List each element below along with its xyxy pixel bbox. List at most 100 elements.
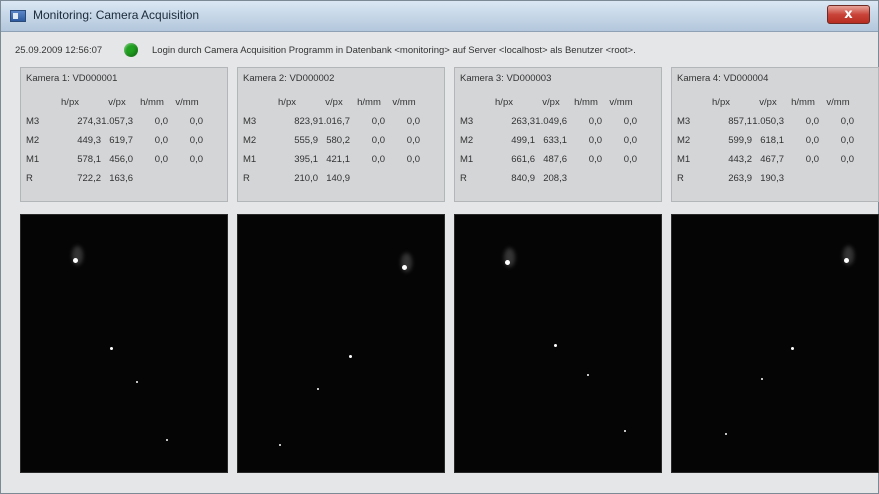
table-header-row: h/px v/px h/mm v/mm xyxy=(455,97,661,115)
table-cell: 0,0 xyxy=(623,154,637,165)
window-footer xyxy=(1,479,878,493)
row-label: R xyxy=(460,173,467,184)
close-button[interactable]: x xyxy=(827,5,870,24)
table-cell: 0,0 xyxy=(805,116,819,127)
table-cell: 0,0 xyxy=(588,116,602,127)
row-label: M2 xyxy=(460,135,474,146)
table-row: M3 823,9 1.016,7 0,0 0,0 xyxy=(238,116,444,134)
table-cell: 163,6 xyxy=(109,173,133,184)
table-row: M2 449,3 619,7 0,0 0,0 xyxy=(21,135,227,153)
marker-spot xyxy=(790,346,794,350)
marker-spot xyxy=(553,343,557,347)
table-row: M3 857,1 1.050,3 0,0 0,0 xyxy=(672,116,878,134)
row-label: M3 xyxy=(677,116,691,127)
connection-status-indicator xyxy=(124,43,138,57)
table-header-row: h/px v/px h/mm v/mm xyxy=(238,97,444,115)
row-label: M1 xyxy=(460,154,474,165)
table-cell: 633,1 xyxy=(543,135,567,146)
status-bar: 25.09.2009 12:56:07 Login durch Camera A… xyxy=(15,39,875,61)
marker-glow xyxy=(504,248,515,267)
table-cell: 0,0 xyxy=(154,116,168,127)
table-cell: 619,7 xyxy=(109,135,133,146)
marker-spot xyxy=(843,257,849,263)
marker-spot xyxy=(725,433,727,435)
column-header: h/mm xyxy=(574,97,598,108)
row-label: M3 xyxy=(243,116,257,127)
row-label: M2 xyxy=(243,135,257,146)
column-header: v/mm xyxy=(175,97,199,108)
table-cell: 0,0 xyxy=(154,135,168,146)
row-label: R xyxy=(243,173,250,184)
camera-1-table: Kamera 1: VD000001 h/px v/px h/mm v/mm M3 274,… xyxy=(20,67,228,202)
row-label: R xyxy=(26,173,33,184)
table-cell: 0,0 xyxy=(623,135,637,146)
table-cell: 0,0 xyxy=(588,154,602,165)
table-cell: 0,0 xyxy=(189,154,203,165)
camera-3-image xyxy=(454,214,662,473)
table-row: M1 395,1 421,1 0,0 0,0 xyxy=(238,154,444,172)
table-cell: 857,1 xyxy=(728,116,752,127)
table-cell: 0,0 xyxy=(840,154,854,165)
row-label: R xyxy=(677,173,684,184)
table-cell: 0,0 xyxy=(189,135,203,146)
table-cell: 580,2 xyxy=(326,135,350,146)
row-label: M1 xyxy=(677,154,691,165)
table-cell: 0,0 xyxy=(588,135,602,146)
table-cell: 487,6 xyxy=(543,154,567,165)
marker-glow xyxy=(72,246,83,265)
table-cell: 1.057,3 xyxy=(101,116,133,127)
marker-spot xyxy=(624,430,626,432)
table-cell: 190,3 xyxy=(760,173,784,184)
table-cell: 618,1 xyxy=(760,135,784,146)
table-cell: 456,0 xyxy=(109,154,133,165)
column-header: v/mm xyxy=(609,97,633,108)
table-cell: 1.050,3 xyxy=(752,116,784,127)
table-cell: 0,0 xyxy=(840,135,854,146)
table-cell: 1.049,6 xyxy=(535,116,567,127)
row-label: M1 xyxy=(243,154,257,165)
table-row: R 840,9 208,3 xyxy=(455,173,661,191)
column-header: h/mm xyxy=(140,97,164,108)
title-bar[interactable]: Monitoring: Camera Acquisition x xyxy=(1,1,878,32)
table-cell: 599,9 xyxy=(728,135,752,146)
row-label: M2 xyxy=(26,135,40,146)
marker-spot xyxy=(401,264,407,270)
marker-spot xyxy=(72,257,78,263)
table-cell: 0,0 xyxy=(406,116,420,127)
table-cell: 0,0 xyxy=(805,135,819,146)
marker-spot xyxy=(587,374,589,376)
table-cell: 555,9 xyxy=(294,135,318,146)
column-header: v/px xyxy=(542,97,560,108)
table-row: M3 263,3 1.049,6 0,0 0,0 xyxy=(455,116,661,134)
table-cell: 274,3 xyxy=(77,116,101,127)
camera-3-table: Kamera 3: VD000003 h/px v/px h/mm v/mm M3 263,… xyxy=(454,67,662,202)
table-row: M2 555,9 580,2 0,0 0,0 xyxy=(238,135,444,153)
status-message: Login durch Camera Acquisition Programm … xyxy=(152,44,636,56)
table-cell: 443,2 xyxy=(728,154,752,165)
table-cell: 263,3 xyxy=(511,116,535,127)
table-cell: 0,0 xyxy=(805,154,819,165)
camera-title: Kamera 3: VD000003 xyxy=(460,73,552,84)
marker-spot xyxy=(109,346,113,350)
table-cell: 467,7 xyxy=(760,154,784,165)
table-cell: 208,3 xyxy=(543,173,567,184)
camera-title: Kamera 4: VD000004 xyxy=(677,73,769,84)
table-cell: 263,9 xyxy=(728,173,752,184)
column-header: h/px xyxy=(495,97,513,108)
marker-spot xyxy=(317,388,319,390)
camera-2-table: Kamera 2: VD000002 h/px v/px h/mm v/mm M3 823,… xyxy=(237,67,445,202)
column-header: h/px xyxy=(278,97,296,108)
column-header: h/px xyxy=(712,97,730,108)
table-cell: 140,9 xyxy=(326,173,350,184)
table-cell: 0,0 xyxy=(623,116,637,127)
row-label: M1 xyxy=(26,154,40,165)
camera-4-table: Kamera 4: VD000004 h/px v/px h/mm v/mm M3 857,… xyxy=(671,67,879,202)
camera-title: Kamera 2: VD000002 xyxy=(243,73,335,84)
table-cell: 578,1 xyxy=(77,154,101,165)
table-row: M1 443,2 467,7 0,0 0,0 xyxy=(672,154,878,172)
table-row: M2 599,9 618,1 0,0 0,0 xyxy=(672,135,878,153)
table-row: M1 578,1 456,0 0,0 0,0 xyxy=(21,154,227,172)
marker-spot xyxy=(166,439,168,441)
window-title: Monitoring: Camera Acquisition xyxy=(33,8,200,22)
